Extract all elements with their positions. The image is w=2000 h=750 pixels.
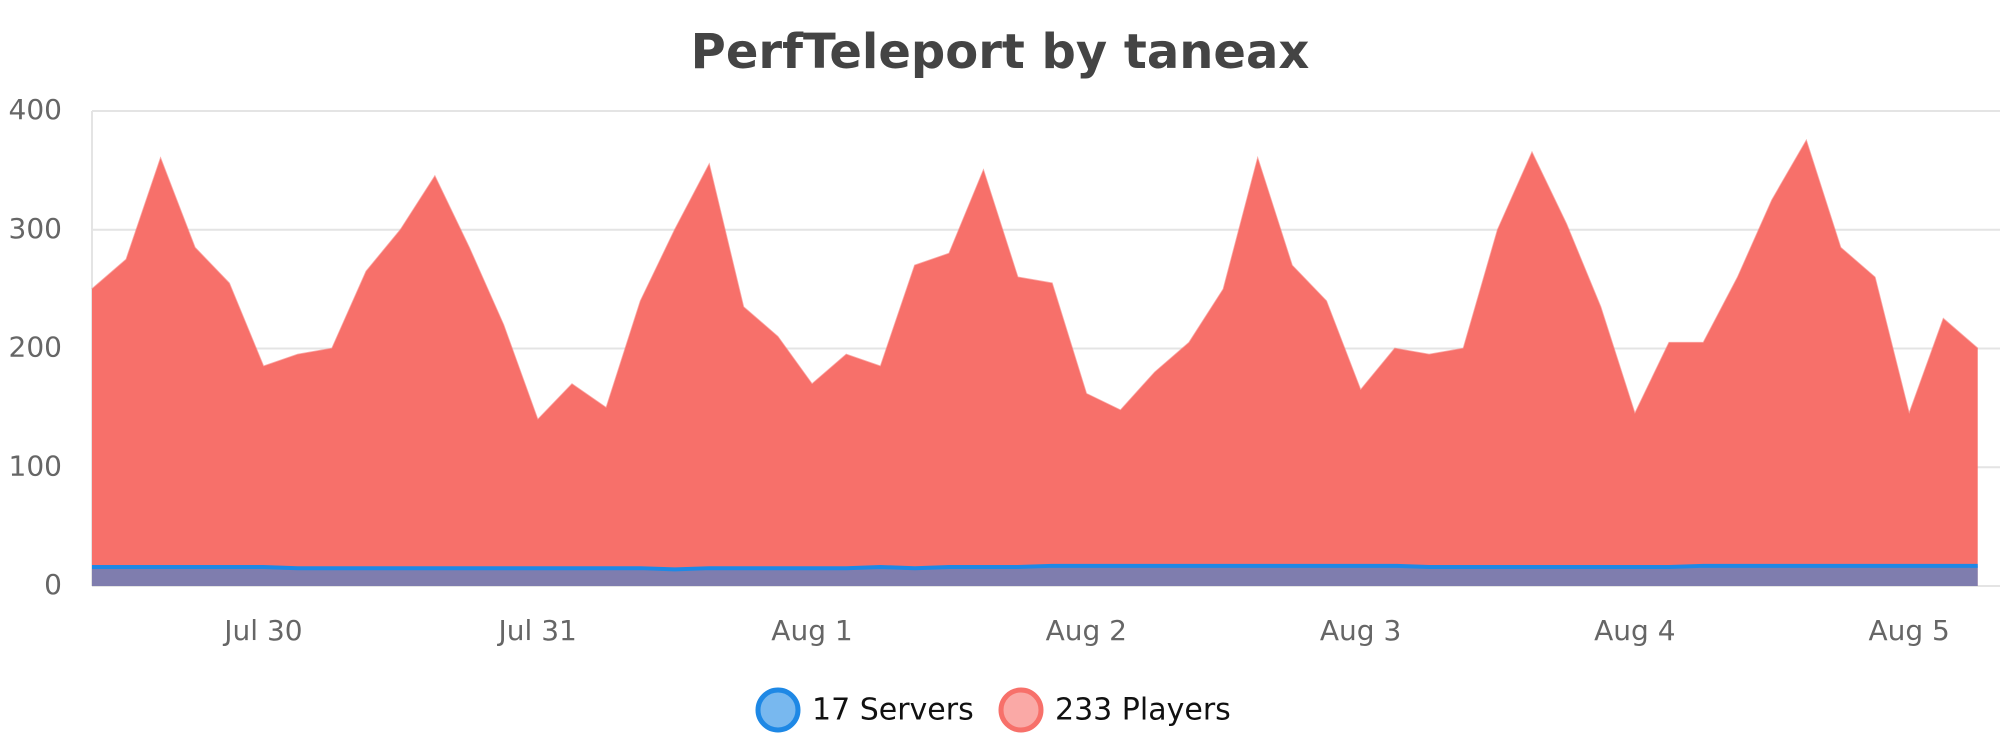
y-tick-label: 0: [44, 568, 62, 601]
area: [92, 140, 1978, 586]
legend-marker: [755, 687, 801, 733]
y-tick-label: 400: [9, 93, 62, 126]
x-tick-label: Aug 1: [771, 614, 852, 647]
legend-label: 233 Players: [1055, 693, 1231, 728]
area-line: [91, 138, 1979, 422]
area-line: [92, 563, 1978, 572]
y-tick-label: 200: [9, 331, 62, 364]
chart-title: PerfTeleport by taneax: [691, 24, 1310, 80]
x-tick-label: Aug 3: [1320, 614, 1401, 647]
x-tick-label: Jul 31: [497, 614, 577, 647]
x-tick-label: Aug 2: [1046, 614, 1127, 647]
y-tick-label: 300: [9, 212, 62, 245]
legend-label: 17 Servers: [812, 693, 974, 728]
y-tick-label: 100: [9, 449, 62, 482]
x-tick-label: Jul 30: [222, 614, 302, 647]
x-tick-label: Aug 5: [1868, 614, 1949, 647]
area: [92, 565, 1978, 586]
x-tick-label: Aug 4: [1594, 614, 1675, 647]
legend-marker: [998, 687, 1044, 733]
